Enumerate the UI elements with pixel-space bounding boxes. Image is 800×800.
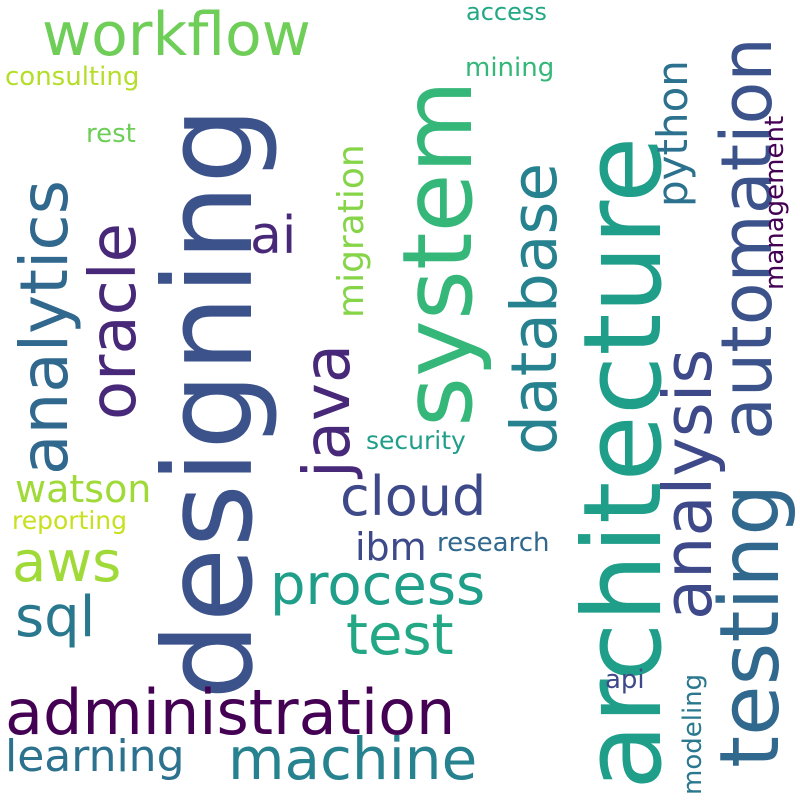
word-research: research (437, 528, 550, 558)
word-mining: mining (465, 53, 555, 83)
word-learning: learning (5, 731, 185, 782)
word-analysis: analysis (649, 348, 727, 620)
word-sql: sql (15, 585, 96, 650)
word-reporting: reporting (12, 506, 128, 535)
word-database: database (498, 162, 571, 455)
word-system: system (382, 79, 494, 427)
word-security: security (366, 426, 466, 455)
word-designing: designing (138, 106, 280, 700)
word-api: api (605, 665, 645, 695)
word-python: python (648, 60, 697, 207)
word-cloud: cloud (340, 465, 487, 528)
word-test: test (346, 603, 454, 668)
word-java: java (291, 343, 365, 478)
word-process: process (270, 553, 486, 618)
word-rest: rest (86, 119, 136, 149)
word-machine: machine (228, 725, 478, 793)
word-aws: aws (12, 530, 122, 595)
word-migration: migration (331, 144, 372, 318)
word-access: access (466, 0, 547, 26)
word-workflow: workflow (42, 0, 311, 70)
word-analytics: analytics (6, 179, 83, 475)
word-watson: watson (15, 467, 152, 511)
word-ai: ai (250, 206, 297, 266)
word-consulting: consulting (5, 62, 140, 92)
word-management: management (760, 115, 790, 290)
word-ibm: ibm (355, 525, 427, 569)
word-administration: administration (5, 676, 456, 749)
word-oracle: oracle (77, 222, 151, 420)
word-modeling: modeling (678, 673, 708, 795)
